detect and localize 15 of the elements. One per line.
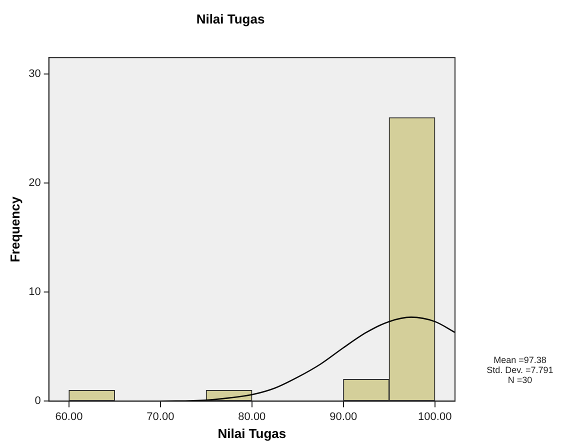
- y-tick-label: 10: [28, 286, 41, 298]
- y-tick-label: 0: [34, 395, 41, 408]
- x-axis-title: Nilai Tugas: [218, 426, 286, 441]
- y-tick-label: 20: [28, 177, 41, 190]
- y-axis-title: Frequency: [7, 196, 22, 262]
- text: Std. Dev. =7.791: [486, 365, 554, 375]
- x-tick-label: 90.00: [330, 410, 358, 423]
- chart-title: Nilai Tugas: [196, 11, 265, 26]
- x-tick-label: 60.00: [55, 410, 83, 423]
- text: Mean =97.38: [492, 355, 548, 365]
- text: N =30: [506, 375, 534, 385]
- x-tick-label: 100.00: [418, 410, 452, 423]
- y-tick-label: 30: [28, 68, 41, 80]
- x-tick-label: 70.00: [146, 410, 174, 423]
- x-tick-label: 80.00: [238, 410, 266, 423]
